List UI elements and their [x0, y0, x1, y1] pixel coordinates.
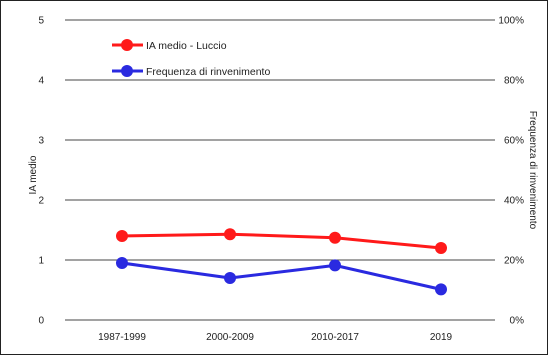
- legend-marker: [121, 65, 133, 77]
- legend-item: IA medio - Luccio: [112, 39, 227, 52]
- legend-item: Frequenza di rinvenimento: [112, 65, 270, 78]
- x-tick-label: 1987-1999: [98, 332, 146, 343]
- x-tick-label: 2000-2009: [206, 332, 254, 343]
- data-point: [435, 242, 447, 254]
- y-right-tick-label: 20%: [504, 256, 524, 267]
- tick-labels: 0 1 2 3 4 5 0% 20% 40% 60% 80% 100% 1987-1999 2000-20…: [38, 16, 524, 344]
- legend-label: IA medio - Luccio: [146, 40, 227, 52]
- legend: IA medio - Luccio Frequenza di rinvenimen…: [112, 39, 270, 78]
- y-axis-right-title: Frequenza di rinvenimento: [527, 111, 538, 230]
- series-line: [121, 232, 442, 250]
- data-point: [224, 272, 236, 284]
- data-point: [224, 228, 236, 241]
- y-axis-title: IA medio: [28, 155, 39, 194]
- y-right-tick-label: 60%: [504, 136, 524, 147]
- gridlines: [65, 19, 495, 321]
- data-point: [116, 230, 128, 242]
- data-point: [329, 231, 341, 244]
- y-right-tick-label: 40%: [504, 196, 524, 207]
- legend-label: Frequenza di rinvenimento: [146, 66, 270, 78]
- y-right-tick-label: 80%: [504, 76, 524, 87]
- x-tick-label: 2010-2017: [311, 332, 359, 343]
- x-tick-label: 2019: [430, 332, 453, 343]
- series-2: [116, 257, 447, 296]
- data-point: [435, 283, 447, 296]
- y-right-tick-label: 0%: [510, 316, 525, 327]
- data-point: [329, 259, 341, 272]
- y-tick-label: 1: [38, 256, 44, 267]
- series-line: [121, 261, 442, 291]
- series-lines: [116, 228, 447, 296]
- y-right-tick-label: 100%: [498, 16, 524, 27]
- y-tick-label: 5: [38, 16, 44, 27]
- y-tick-label: 3: [38, 136, 44, 147]
- y-tick-label: 0: [38, 316, 44, 327]
- y-tick-label: 2: [38, 196, 44, 207]
- data-point: [116, 257, 128, 269]
- legend-marker: [121, 39, 133, 51]
- series-1: [116, 228, 447, 254]
- y-tick-label: 4: [38, 76, 44, 87]
